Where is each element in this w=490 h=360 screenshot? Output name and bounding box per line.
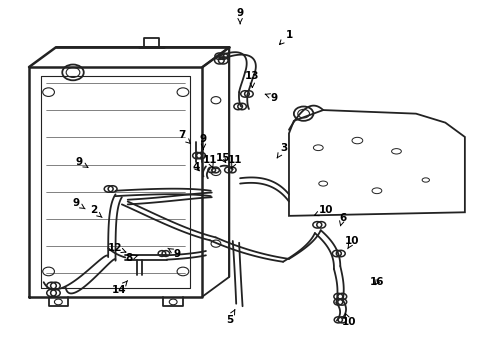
Text: 9: 9 (265, 93, 278, 103)
Text: 10: 10 (342, 314, 356, 327)
Text: 3: 3 (277, 143, 288, 158)
Text: 16: 16 (369, 277, 384, 287)
Text: 6: 6 (339, 213, 346, 226)
Text: 1: 1 (279, 30, 293, 45)
Text: 8: 8 (125, 253, 138, 263)
Text: 11: 11 (228, 155, 243, 168)
Text: 9: 9 (168, 248, 180, 258)
Text: 7: 7 (178, 130, 191, 143)
Text: 9: 9 (73, 198, 85, 209)
Text: 2: 2 (90, 206, 102, 217)
Text: 12: 12 (108, 243, 126, 253)
Text: 9: 9 (200, 134, 207, 149)
Text: 14: 14 (112, 280, 127, 296)
Text: 15: 15 (216, 153, 230, 163)
Text: 10: 10 (315, 206, 333, 216)
Text: 9: 9 (237, 8, 244, 24)
Text: 9: 9 (75, 157, 88, 167)
Text: 11: 11 (202, 155, 217, 168)
Text: 4: 4 (193, 162, 200, 172)
Text: 13: 13 (245, 71, 260, 87)
Text: 5: 5 (226, 310, 235, 325)
Text: 10: 10 (345, 236, 360, 249)
